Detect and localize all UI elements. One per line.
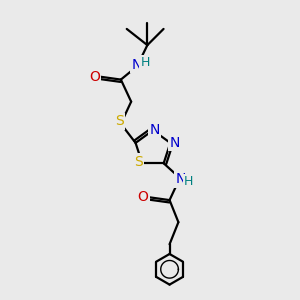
Text: N: N	[132, 58, 142, 72]
Text: H: H	[184, 175, 194, 188]
Text: O: O	[138, 190, 148, 204]
Text: N: N	[169, 136, 180, 150]
Text: N: N	[176, 172, 186, 187]
Text: S: S	[115, 114, 124, 128]
Text: O: O	[89, 70, 100, 84]
Text: N: N	[149, 123, 160, 137]
Text: H: H	[141, 56, 150, 69]
Text: S: S	[134, 155, 143, 169]
